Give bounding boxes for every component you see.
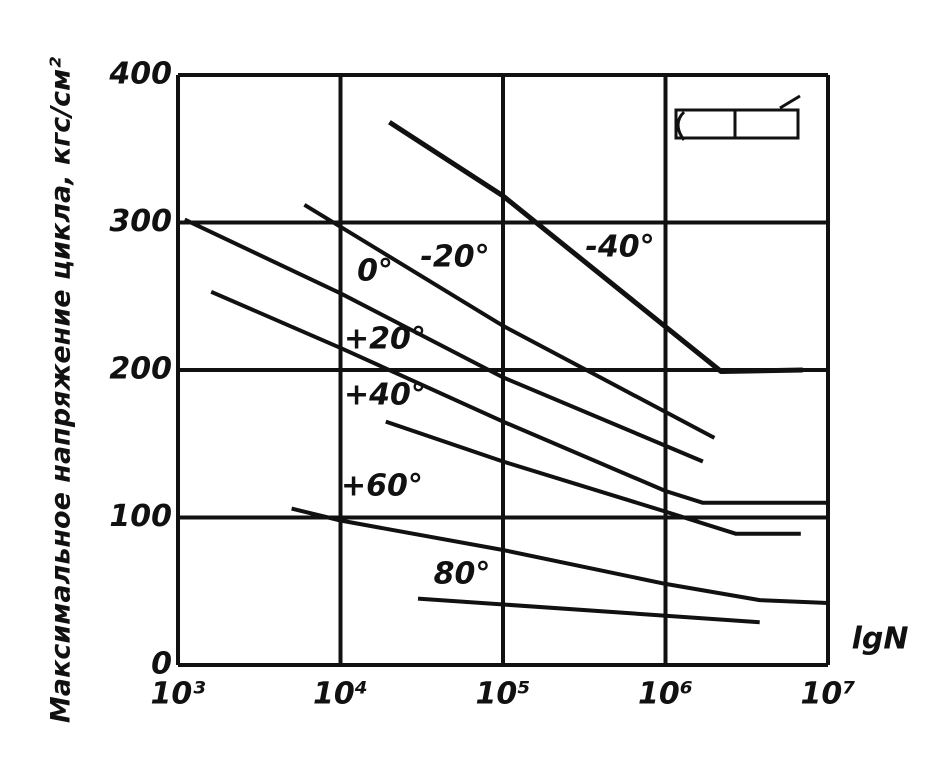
series-line — [291, 506, 829, 605]
y-tick-label: 100 — [109, 499, 172, 534]
x-axis-title: lgN — [852, 622, 909, 657]
series-line — [417, 596, 760, 625]
series-label: 80° — [434, 557, 491, 592]
series-label: 0° — [357, 254, 393, 289]
series-label: -20° — [420, 240, 489, 275]
y-axis-title: Максимальное напряжение цикла, кгс/см² — [46, 57, 77, 723]
x-tick-label: 10⁶ — [638, 677, 693, 712]
x-tick-label: 10⁵ — [476, 677, 531, 712]
series-line — [210, 289, 828, 505]
series-label: -40° — [585, 230, 654, 265]
series-label: +40° — [344, 378, 426, 413]
inset-icon — [674, 94, 801, 141]
y-tick-label: 200 — [109, 352, 172, 387]
series-label: +20° — [344, 322, 426, 357]
series-line — [385, 419, 801, 536]
series-line — [303, 203, 716, 440]
y-tick-label: 400 — [108, 57, 172, 92]
series-line — [388, 120, 803, 374]
series-line — [183, 217, 704, 464]
y-tick-label: 300 — [109, 204, 172, 239]
y-tick-label: 0 — [151, 647, 172, 682]
series-label: +60° — [341, 469, 423, 504]
x-tick-label: 10⁴ — [313, 677, 368, 712]
x-tick-label: 10³ — [151, 677, 206, 712]
x-tick-label: 10⁷ — [801, 677, 856, 712]
